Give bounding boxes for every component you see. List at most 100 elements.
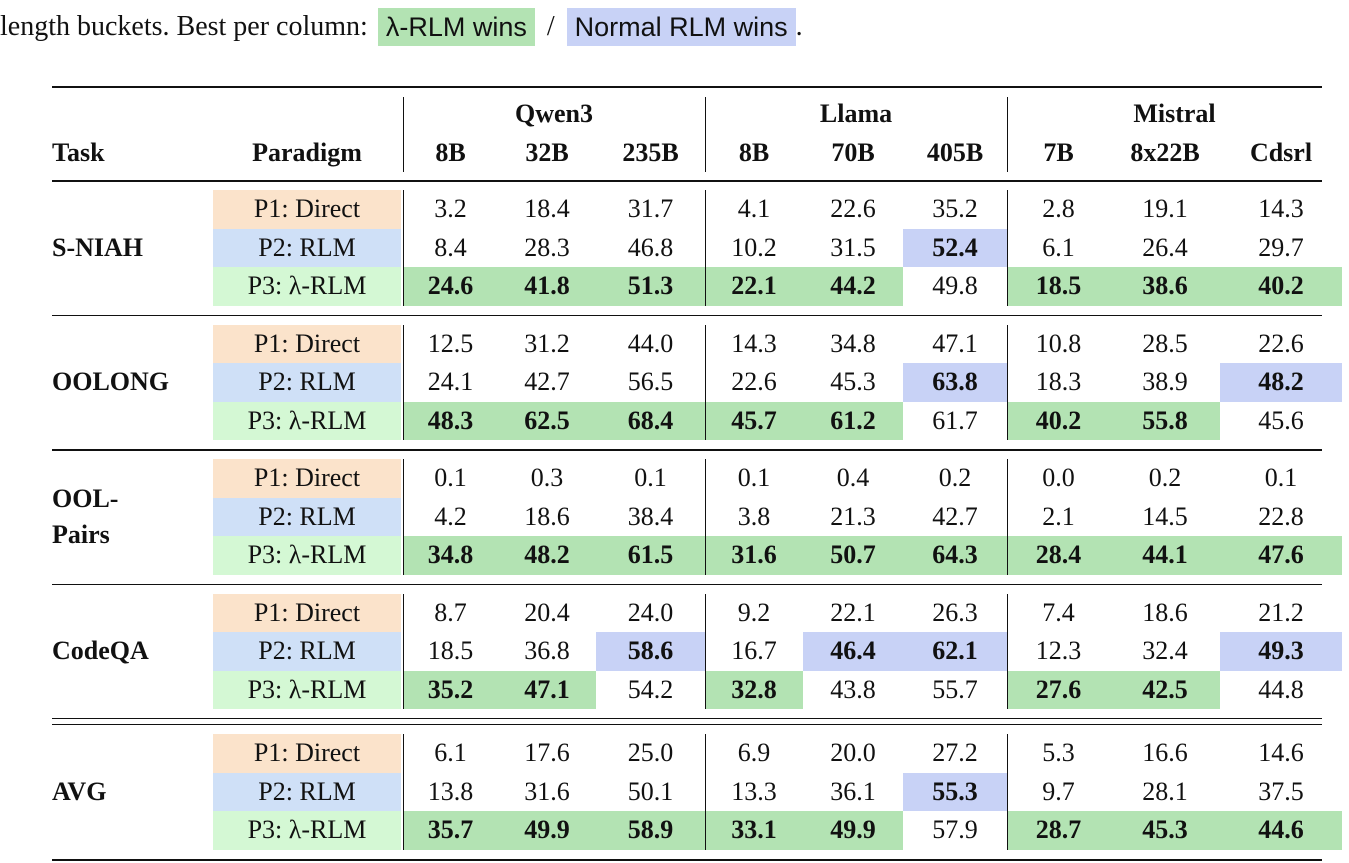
value-cell: 42.5 — [1110, 670, 1220, 709]
value-cell: 55.8 — [1110, 401, 1220, 440]
column-divider — [705, 97, 707, 172]
value-cell: 6.1 — [434, 738, 467, 767]
value-cell: 45.3 — [1110, 811, 1220, 850]
value-cell: 13.3 — [731, 776, 777, 806]
value-cell: 2.1 — [1042, 501, 1075, 531]
value-cell: 34.8 — [830, 328, 876, 358]
value-cell: 22.8 — [1258, 501, 1304, 531]
rule — [52, 718, 1322, 720]
value-cell: 24.6 — [403, 267, 498, 306]
rule — [52, 583, 1322, 585]
value-cell: 45.6 — [1258, 405, 1304, 435]
paradigm-cell: P3: λ-RLM — [213, 670, 401, 709]
value-cell: 42.7 — [524, 367, 570, 396]
task-name: OOLONG — [52, 367, 170, 397]
rule — [52, 86, 1322, 89]
value-cell: 6.9 — [737, 738, 771, 767]
paradigm-cell: P1: Direct — [213, 190, 401, 229]
value-cell: 14.3 — [731, 328, 777, 358]
value-cell: 34.8 — [403, 536, 498, 575]
value-cell: 62.1 — [903, 632, 1007, 671]
value-cell: 18.5 — [1007, 267, 1110, 306]
value-cell: 68.4 — [596, 401, 705, 440]
value-cell: 62.5 — [498, 401, 596, 440]
value-cell: 47.1 — [498, 670, 596, 709]
value-cell: 37.5 — [1258, 776, 1304, 806]
value-cell: 48.2 — [1220, 363, 1342, 402]
value-cell: 20.4 — [524, 597, 570, 627]
rule — [52, 449, 1322, 451]
value-cell: 33.1 — [705, 811, 803, 850]
value-cell: 52.4 — [903, 228, 1007, 267]
paradigm-cell: P2: RLM — [213, 228, 401, 267]
value-cell: 46.4 — [803, 632, 903, 671]
value-cell: 31.5 — [830, 232, 876, 262]
value-cell: 50.1 — [627, 776, 674, 806]
value-cell: 18.6 — [524, 501, 570, 531]
value-cell: 47.6 — [1220, 536, 1342, 575]
value-cell: 18.5 — [427, 636, 474, 665]
value-cell: 45.3 — [830, 367, 876, 396]
paradigm-cell: P1: Direct — [213, 324, 401, 363]
task-name: CodeQA — [52, 636, 149, 666]
column-divider — [705, 593, 707, 709]
model-size: 405B — [926, 138, 984, 167]
value-cell: 10.2 — [731, 232, 777, 262]
value-cell: 18.3 — [1035, 367, 1082, 396]
value-cell: 49.9 — [803, 811, 903, 850]
value-cell: 3.2 — [434, 194, 467, 223]
paradigm-cell: P2: RLM — [213, 363, 401, 402]
value-cell: 32.4 — [1142, 636, 1188, 665]
value-cell: 44.2 — [803, 267, 903, 306]
column-divider — [705, 324, 707, 440]
value-cell: 58.6 — [596, 632, 705, 671]
value-cell: 27.2 — [932, 738, 978, 767]
value-cell: 10.8 — [1035, 328, 1082, 358]
value-cell: 48.3 — [403, 401, 498, 440]
value-cell: 12.5 — [427, 328, 474, 358]
value-cell: 12.3 — [1035, 636, 1082, 665]
value-cell: 24.1 — [427, 367, 474, 396]
value-cell: 55.3 — [903, 772, 1007, 811]
paradigm-cell: P3: λ-RLM — [213, 811, 401, 850]
model-size: 8x22B — [1130, 138, 1200, 167]
paradigm-cell: P1: Direct — [213, 459, 401, 498]
value-cell: 8.4 — [434, 232, 467, 262]
value-cell: 14.6 — [1258, 738, 1304, 767]
value-cell: 19.1 — [1142, 194, 1188, 223]
model-size: 7B — [1043, 138, 1074, 167]
value-cell: 40.2 — [1007, 401, 1110, 440]
column-divider — [1007, 190, 1009, 306]
column-divider — [403, 593, 405, 709]
paradigm-cell: P3: λ-RLM — [213, 536, 401, 575]
normal-win-key: Normal RLM wins — [566, 8, 796, 46]
model-size: 70B — [831, 138, 875, 167]
value-cell: 14.3 — [1258, 194, 1304, 223]
value-cell: 38.4 — [627, 501, 674, 531]
value-cell: 49.9 — [498, 811, 596, 850]
value-cell: 0.1 — [737, 463, 771, 492]
rule — [52, 724, 1322, 726]
task-name: Pairs — [52, 519, 110, 549]
value-cell: 38.9 — [1142, 367, 1188, 396]
column-divider — [1007, 324, 1009, 440]
value-cell: 40.2 — [1220, 267, 1342, 306]
caption-end: . — [795, 11, 803, 42]
value-cell: 49.3 — [1220, 632, 1342, 671]
task-header: Task — [52, 138, 105, 167]
value-cell: 16.7 — [731, 636, 777, 665]
caption-text: length buckets. Best per column: — [0, 11, 368, 42]
value-cell: 26.3 — [932, 597, 978, 627]
value-cell: 54.2 — [627, 674, 674, 704]
value-cell: 14.5 — [1142, 501, 1188, 531]
value-cell: 0.1 — [634, 463, 667, 492]
value-cell: 4.2 — [434, 501, 467, 531]
column-divider — [403, 97, 405, 172]
value-cell: 0.2 — [1148, 463, 1182, 492]
value-cell: 55.7 — [932, 674, 978, 704]
value-cell: 50.7 — [803, 536, 903, 575]
value-cell: 0.1 — [1264, 463, 1298, 492]
value-cell: 22.6 — [731, 367, 777, 396]
value-cell: 29.7 — [1258, 232, 1304, 262]
